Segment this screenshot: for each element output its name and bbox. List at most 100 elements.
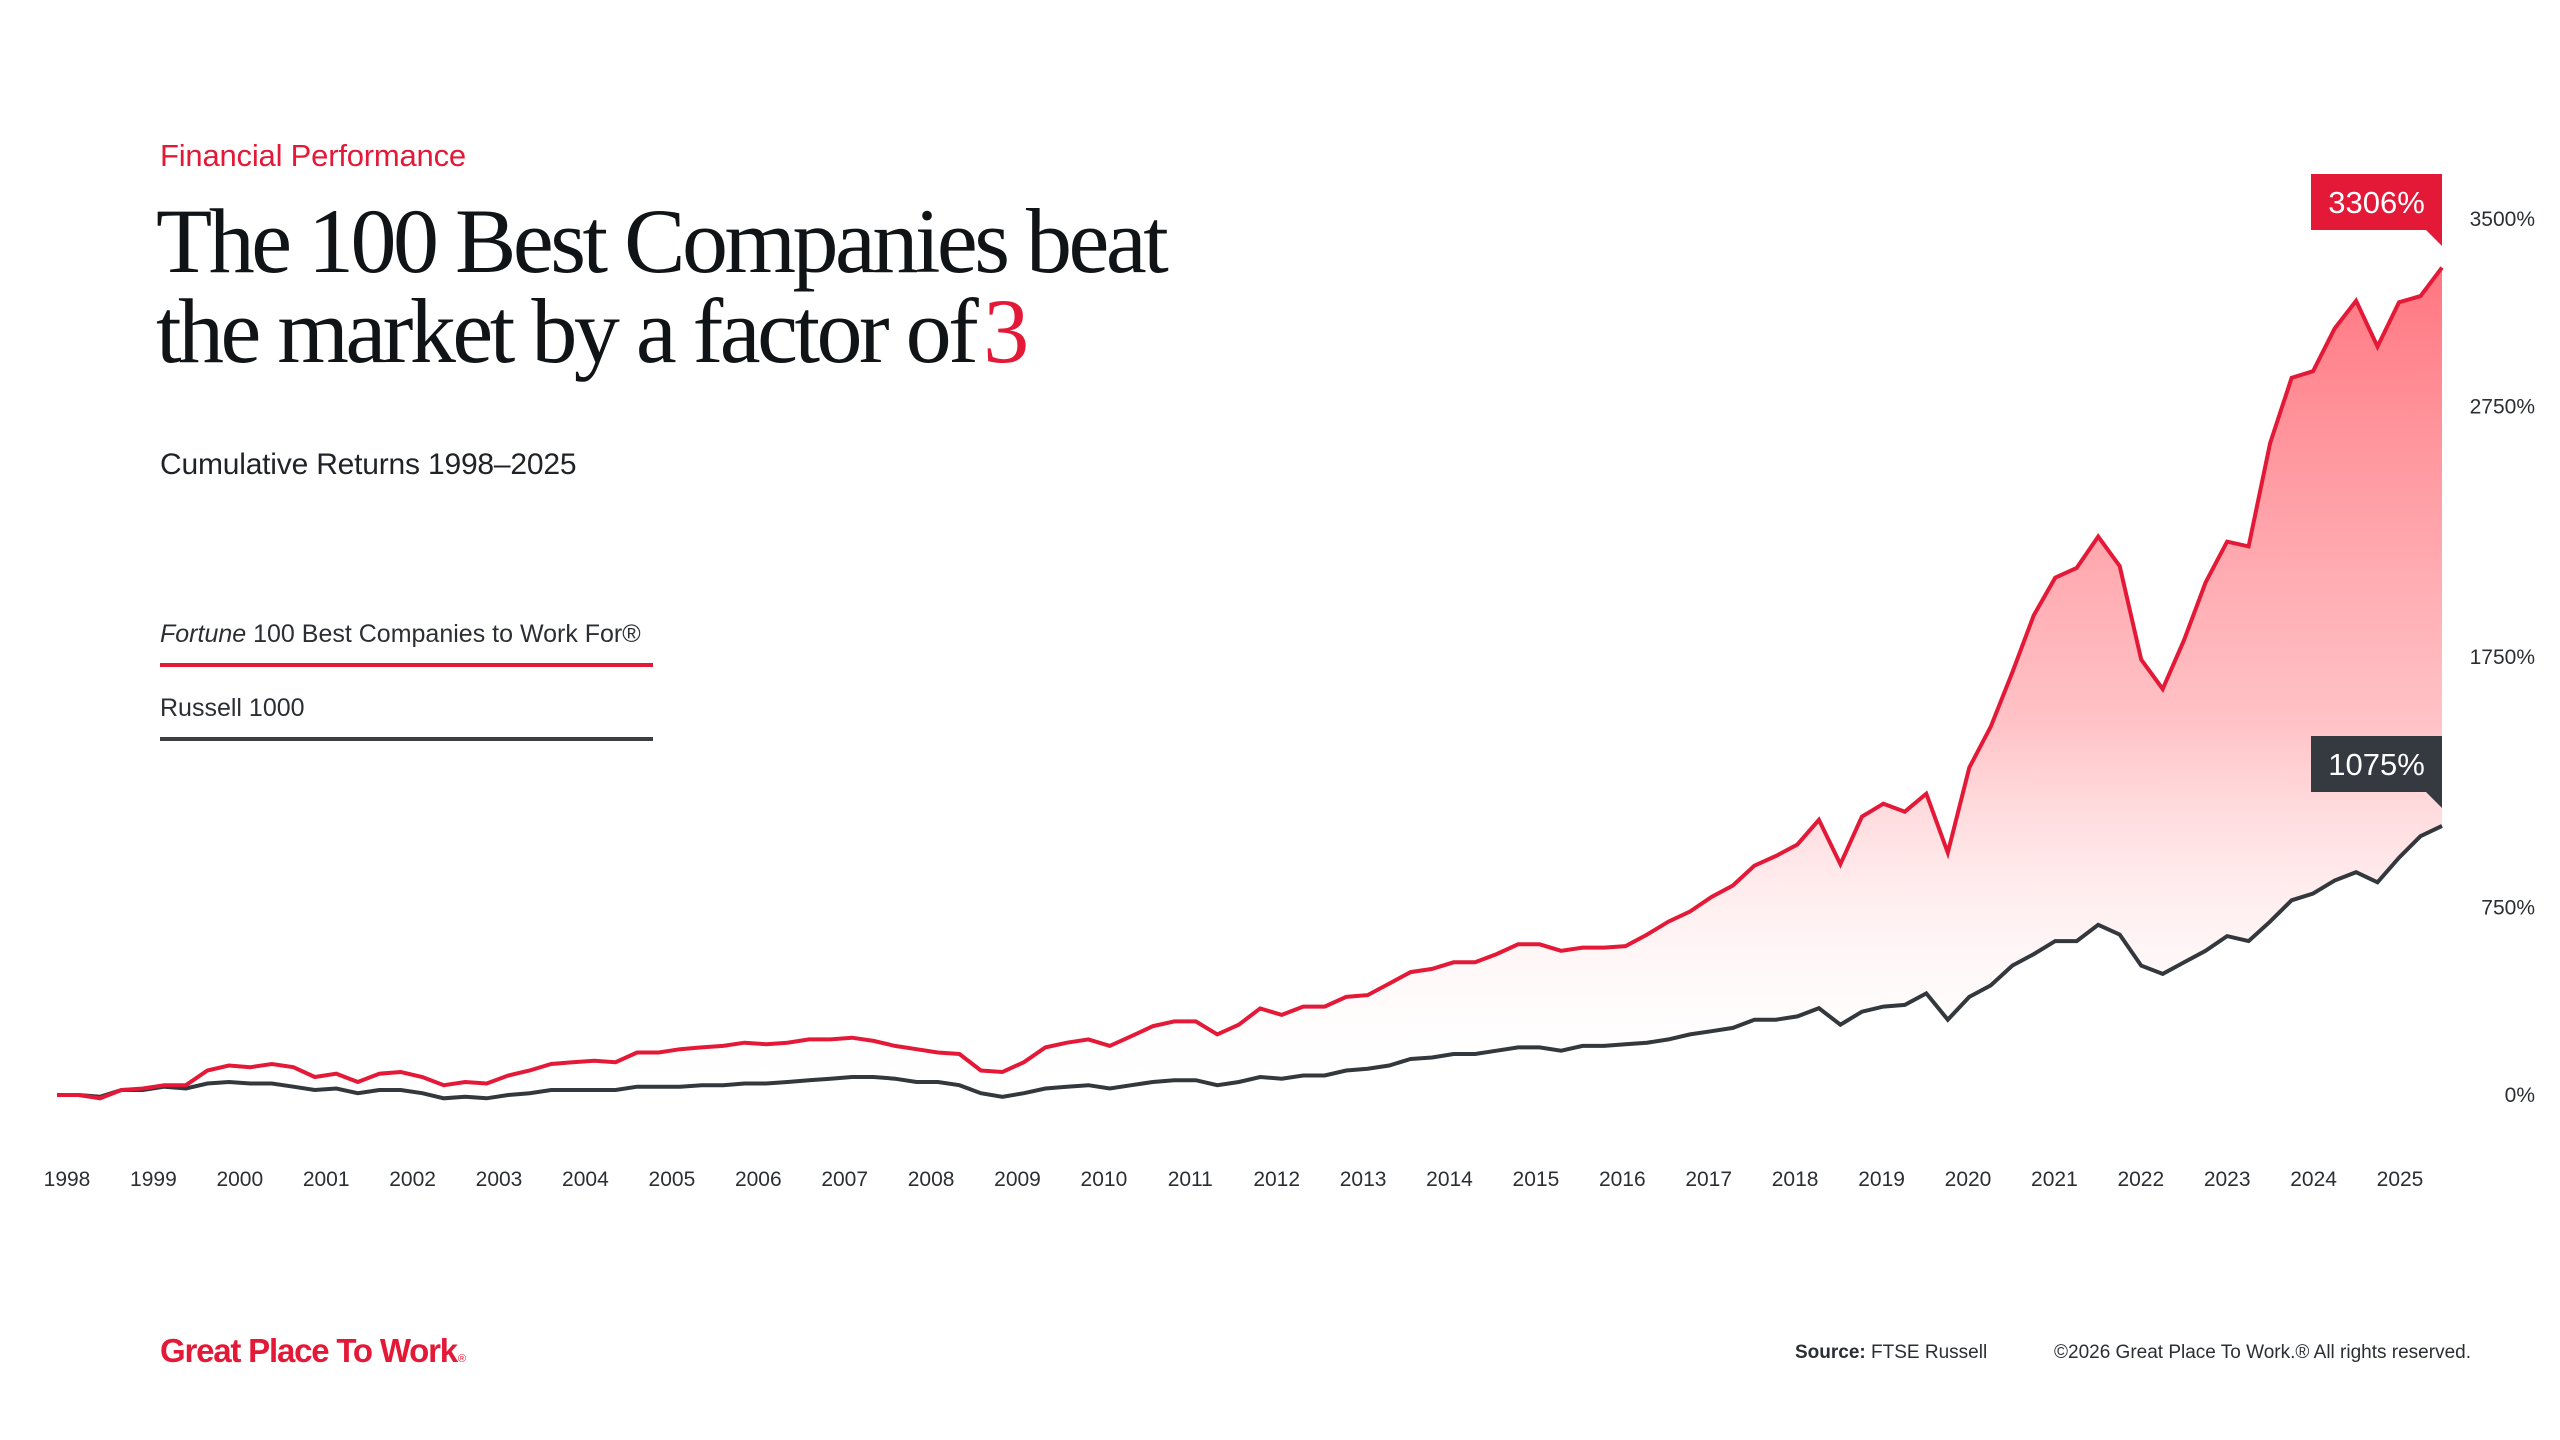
- fortune-data-point: [2440, 266, 2444, 270]
- y-tick-label: 0%: [2505, 1084, 2535, 1107]
- area-layer: [57, 267, 2442, 1099]
- fortune-data-point: [915, 1047, 919, 1051]
- fortune-data-point: [1881, 802, 1885, 806]
- x-tick-label: 2006: [735, 1168, 782, 1191]
- fortune-data-point: [1495, 952, 1499, 956]
- russell-data-point: [592, 1088, 596, 1092]
- russell-data-point: [893, 1077, 897, 1081]
- fortune-end-callout-label: 3306%: [2328, 185, 2425, 220]
- fortune-data-point: [1624, 944, 1628, 948]
- russell-data-point: [786, 1080, 790, 1084]
- copyright-note: ©2026 Great Place To Work.® All rights r…: [2054, 1342, 2471, 1363]
- russell-data-point: [2268, 920, 2272, 924]
- fortune-data-point: [356, 1080, 360, 1084]
- fortune-data-point: [2075, 566, 2079, 570]
- russell-data-point: [1258, 1075, 1262, 1079]
- russell-data-point: [506, 1093, 510, 1097]
- fortune-data-point: [1924, 792, 1928, 796]
- russell-data-point: [1688, 1032, 1692, 1036]
- russell-data-point: [227, 1080, 231, 1084]
- russell-data-point: [1366, 1067, 1370, 1071]
- russell-data-point: [528, 1091, 532, 1095]
- russell-data-point: [2290, 898, 2294, 902]
- fortune-data-point: [77, 1093, 81, 1097]
- russell-data-point: [1538, 1045, 1542, 1049]
- russell-data-point: [2075, 939, 2079, 943]
- fortune-data-point: [162, 1083, 166, 1087]
- russell-data-point: [1645, 1041, 1649, 1045]
- russell-data-point: [313, 1088, 317, 1092]
- x-tick-label: 2018: [1772, 1168, 1819, 1191]
- page-title: The 100 Best Companies beat the market b…: [156, 195, 1169, 377]
- russell-data-point: [2182, 960, 2186, 964]
- y-tick-label: 2750%: [2470, 396, 2535, 419]
- fortune-data-point: [248, 1065, 252, 1069]
- fortune-data-point: [2225, 540, 2229, 544]
- fortune-data-point: [1752, 864, 1756, 868]
- fortune-data-point: [1043, 1045, 1047, 1049]
- y-tick-label: 3500%: [2470, 208, 2535, 231]
- russell-data-point: [1237, 1080, 1241, 1084]
- russell-data-point: [915, 1080, 919, 1084]
- russell-data-point: [1903, 1003, 1907, 1007]
- legend-fortune-label: 100 Best Companies to Work For®: [246, 620, 641, 648]
- fortune-data-point: [2290, 376, 2294, 380]
- legend-fortune-italic: Fortune: [160, 620, 247, 648]
- x-tick-label: 2025: [2377, 1168, 2424, 1191]
- russell-data-point: [399, 1088, 403, 1092]
- russell-end-callout-label: 1075%: [2328, 747, 2425, 782]
- fortune-data-point: [1301, 1005, 1305, 1009]
- russell-data-point: [1989, 983, 1993, 987]
- russell-data-point: [1430, 1056, 1434, 1060]
- x-tick-label: 2022: [2117, 1168, 2164, 1191]
- russell-data-point: [442, 1096, 446, 1100]
- fortune-data-point: [1667, 920, 1671, 924]
- fortune-data-point: [98, 1096, 102, 1100]
- fortune-data-point: [377, 1072, 381, 1076]
- fortune-data-point: [1645, 933, 1649, 937]
- fortune-data-point: [1838, 862, 1842, 866]
- russell-data-point: [979, 1091, 983, 1095]
- russell-data-point: [2032, 952, 2036, 956]
- x-tick-label: 2000: [216, 1168, 263, 1191]
- fortune-data-point: [1688, 910, 1692, 914]
- fortune-data-point: [872, 1039, 876, 1043]
- fortune-data-point: [442, 1083, 446, 1087]
- fortune-data-point: [141, 1087, 145, 1091]
- x-tick-label: 2007: [821, 1168, 868, 1191]
- fortune-data-point: [1516, 942, 1520, 946]
- fortune-data-point: [786, 1041, 790, 1045]
- fortune-data-point: [936, 1051, 940, 1055]
- y-axis: 0% 750% 1750% 2750% 3500%: [2470, 208, 2535, 1107]
- russell-data-point: [1667, 1037, 1671, 1041]
- line-layer: [57, 266, 2444, 1101]
- great-place-to-work-logo: Great Place To Work®: [160, 1332, 466, 1370]
- fortune-data-point: [2247, 544, 2251, 548]
- fortune-data-point: [721, 1044, 725, 1048]
- fortune-data-point: [184, 1083, 188, 1087]
- source-value: FTSE Russell: [1865, 1342, 1988, 1363]
- fortune-data-point: [1108, 1044, 1112, 1048]
- fortune-data-point: [2397, 300, 2401, 304]
- russell-data-point: [1946, 1018, 1950, 1022]
- fortune-data-point: [1731, 884, 1735, 888]
- russell-data-point: [1838, 1023, 1842, 1027]
- fortune-data-point: [1860, 815, 1864, 819]
- russell-data-point: [248, 1082, 252, 1086]
- fortune-data-point: [506, 1074, 510, 1078]
- fortune-data-point: [1237, 1023, 1241, 1027]
- fortune-data-point: [2419, 294, 2423, 298]
- fortune-data-point: [549, 1062, 553, 1066]
- x-tick-label: 2017: [1685, 1168, 1732, 1191]
- russell-data-point: [1409, 1057, 1413, 1061]
- fortune-data-point: [2376, 345, 2380, 349]
- fortune-data-point: [1430, 967, 1434, 971]
- russell-data-point: [1624, 1042, 1628, 1046]
- y-tick-label: 750%: [2481, 896, 2535, 919]
- fortune-data-point: [1258, 1006, 1262, 1010]
- x-tick-label: 1999: [130, 1168, 177, 1191]
- fortune-data-point: [571, 1060, 575, 1064]
- y-tick-label: 1750%: [2470, 646, 2535, 669]
- fortune-data-point: [1172, 1019, 1176, 1023]
- russell-data-point: [635, 1085, 639, 1089]
